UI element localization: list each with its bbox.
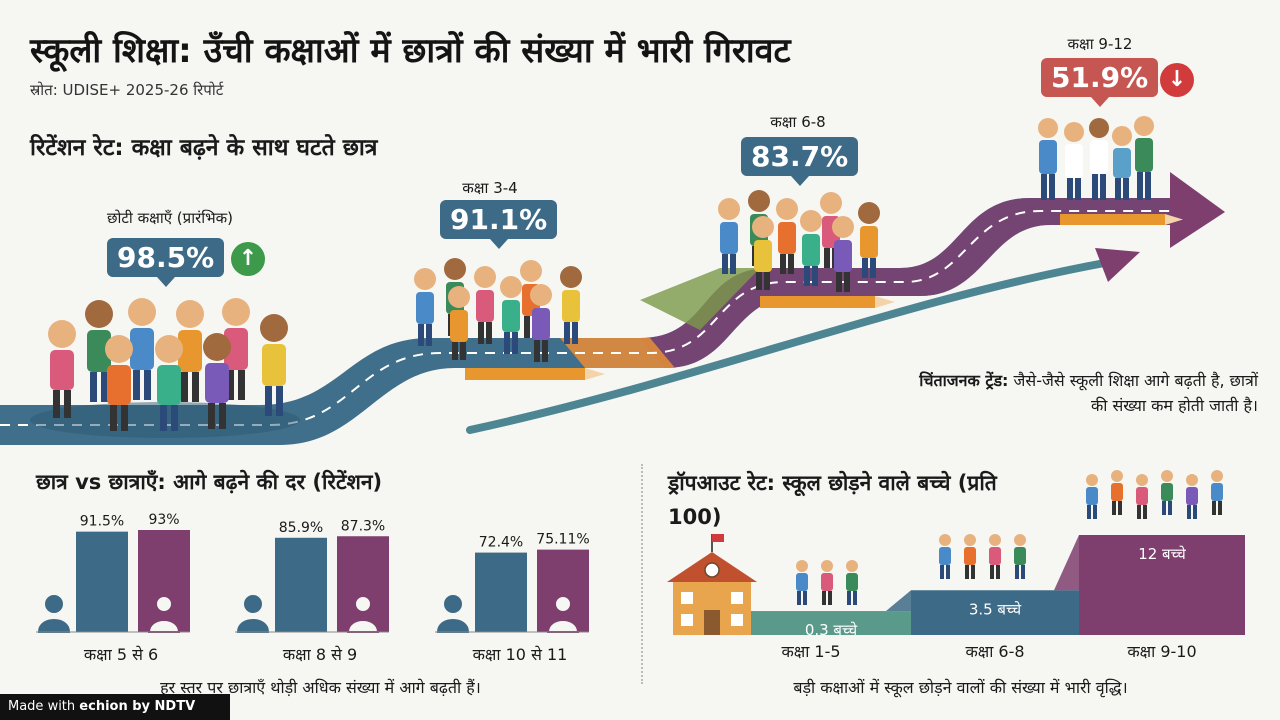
dropout-footer: बड़ी कक्षाओं में स्कूल छोड़ने वालों की स… (793, 678, 1128, 697)
category-label: कक्षा 8 से 9 (283, 645, 357, 664)
boy-icon (236, 595, 270, 633)
dropout-value-label: 3.5 बच्चे (969, 600, 1022, 618)
girls-value-label: 93% (148, 512, 179, 528)
girl-icon (147, 594, 181, 633)
girls-bar (138, 530, 190, 632)
boys-value-label: 91.5% (80, 514, 124, 530)
category-label: कक्षा 5 से 6 (84, 645, 158, 664)
stage-label-early: छोटी कक्षाएँ (प्रारंभिक) (106, 209, 234, 227)
trend-arrow-line (466, 258, 1114, 434)
girl-icon (546, 594, 580, 633)
up-arrow-icon: ↑ (231, 242, 265, 276)
dropout-category-label: कक्षा 9-10 (1127, 642, 1196, 661)
gender-footer: हर स्तर पर छात्राएँ थोड़ी अधिक संख्या मे… (160, 678, 481, 697)
dropout-value-label: 0.3 बच्चे (805, 621, 858, 639)
road-arrow-head (1170, 172, 1225, 248)
boy-icon (436, 595, 470, 633)
trend-note-text: जैसे-जैसे स्कूली शिक्षा आगे बढ़ती है, छा… (1013, 371, 1259, 415)
trend-note: चिंताजनक ट्रेंड: जैसे-जैसे स्कूली शिक्षा… (918, 368, 1258, 418)
retention-road-illustration (0, 116, 1225, 445)
category-label: कक्षा 10 से 11 (473, 645, 568, 664)
boys-value-label: 85.9% (279, 520, 323, 536)
boy-icon (37, 595, 71, 633)
section-divider (641, 464, 643, 684)
credit-brand: echion by NDTV (79, 699, 196, 714)
trend-arrow-head (1095, 248, 1140, 282)
dropout-step (1079, 535, 1245, 635)
boys-bar (275, 537, 327, 632)
retention-value-3-4: 91.1% (440, 200, 558, 249)
girls-bar (337, 536, 389, 632)
boys-bar (475, 552, 527, 632)
boys-value-label: 72.4% (479, 535, 523, 551)
student-group-3-4 (414, 258, 582, 362)
student-group-6-8 (718, 190, 880, 292)
girls-value-label: 87.3% (341, 518, 385, 534)
walking-children-icons (796, 470, 1223, 605)
credit-prefix: Made with (8, 699, 76, 714)
retention-value-early: 98.5% (107, 238, 225, 287)
dropout-category-label: कक्षा 1-5 (781, 642, 840, 661)
retention-value-9-12: 51.9% (1041, 58, 1159, 107)
dropout-heading: ड्रॉपआउट रेट: स्कूल छोड़ने वाले बच्चे (प… (668, 471, 997, 529)
page-title: स्कूली शिक्षा: उँची कक्षाओं में छात्रों … (30, 31, 791, 71)
stage-label-3-4: कक्षा 3-4 (462, 179, 518, 197)
pencil-icon-3 (1060, 214, 1183, 225)
dropout-ramp (1054, 535, 1079, 591)
student-group-early (30, 298, 300, 438)
pencil-icon-2 (760, 296, 895, 308)
dropout-ramp (886, 590, 911, 612)
girls-value-label: 75.11% (536, 532, 589, 548)
source-text: स्रोत: UDISE+ 2025-26 रिपोर्ट (30, 81, 224, 99)
retention-heading: रिटेंशन रेट: कक्षा बढ़ने के साथ घटते छात… (30, 135, 378, 161)
retention-value-6-8: 83.7% (741, 137, 859, 186)
stage-label-6-8: कक्षा 6-8 (770, 113, 826, 131)
dropout-step (911, 590, 1079, 635)
trend-note-bold: चिंताजनक ट्रेंड: (919, 371, 1009, 390)
stage-label-9-12: कक्षा 9-12 (1067, 35, 1133, 53)
road-dashes (0, 210, 1170, 426)
gender-retention-chart: 91.5% 93% कक्षा 5 से 6 85.9% 87.3% कक्षा 8 से… (36, 512, 590, 664)
down-arrow-icon: ↓ (1160, 63, 1194, 97)
student-group-9-12 (1038, 116, 1154, 200)
dropout-rate-chart: 0.3 बच्चे कक्षा 1-5 3.5 बच्चे कक्षा 6-8 12 ब… (667, 470, 1245, 661)
dropout-value-label: 12 बच्चे (1138, 545, 1186, 563)
girls-bar (537, 549, 589, 632)
gender-heading: छात्र vs छात्राएँ: आगे बढ़ने की दर (रिटे… (36, 470, 383, 494)
girl-icon (346, 594, 380, 633)
school-building-icon (667, 534, 757, 635)
dropout-category-label: कक्षा 6-8 (965, 642, 1024, 661)
pencil-icon-1 (465, 368, 605, 380)
dropout-step (751, 611, 911, 635)
boys-bar (76, 531, 128, 632)
credit-banner: Made with echion by NDTV (0, 694, 230, 720)
